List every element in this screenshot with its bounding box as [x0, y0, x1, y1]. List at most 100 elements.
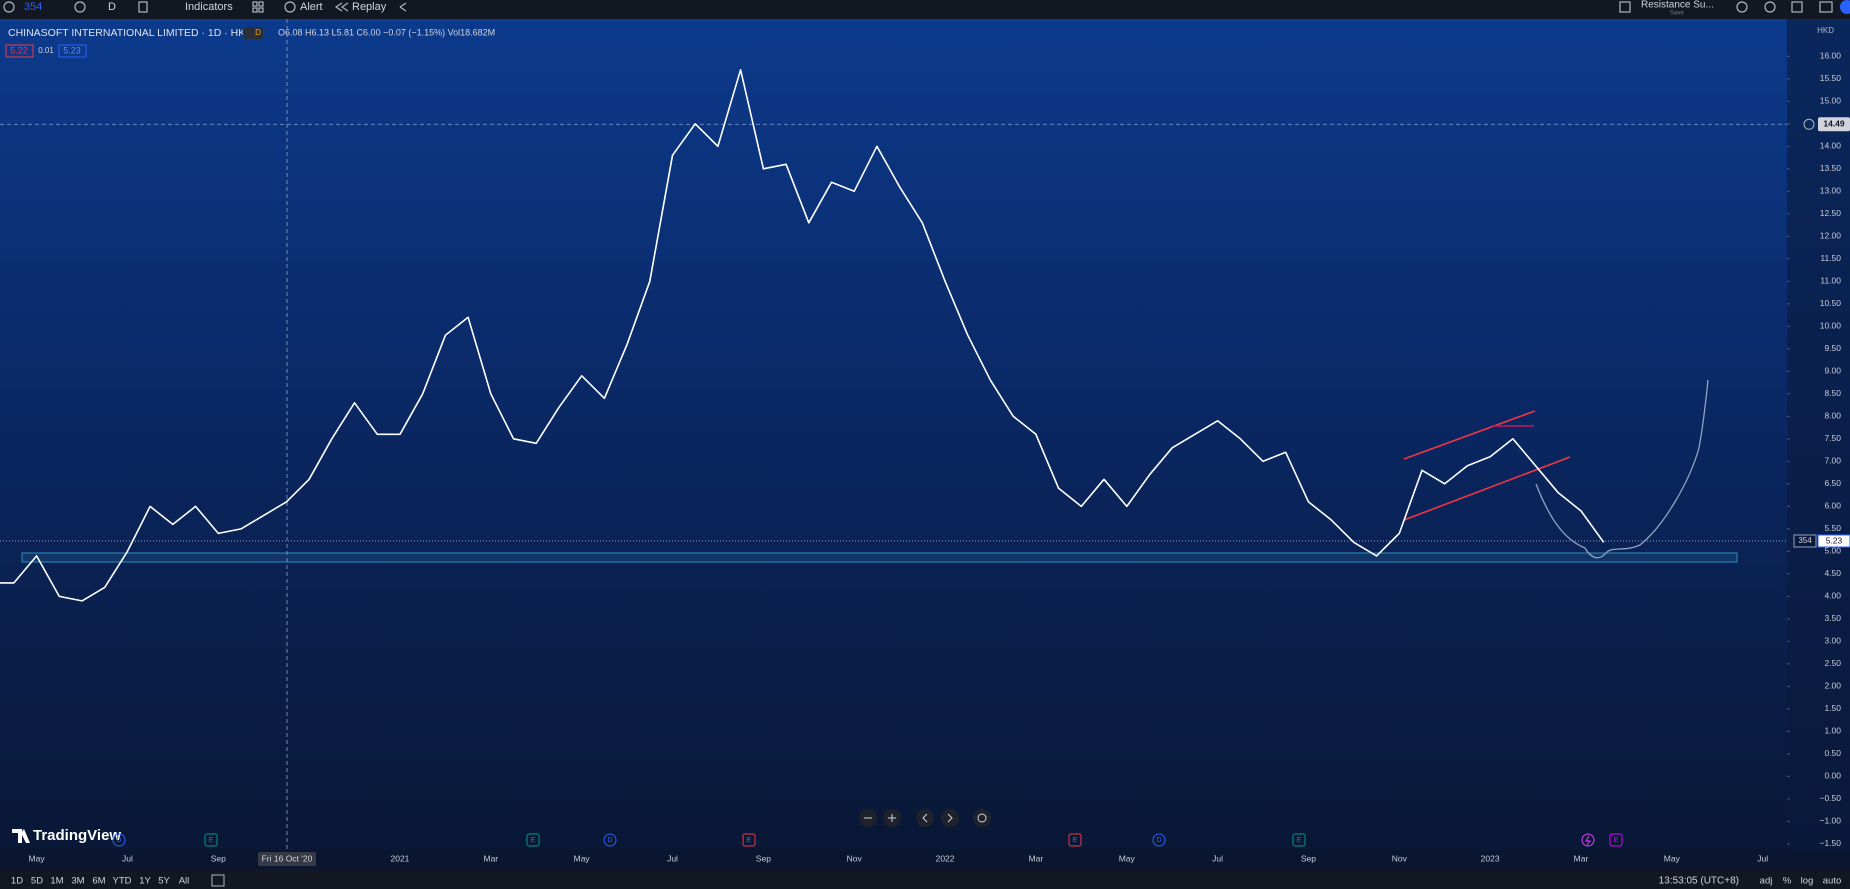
y-tick-label: 14.00 [1820, 141, 1842, 151]
badge: D [255, 28, 261, 37]
time-axis [0, 850, 1850, 869]
range-button[interactable]: 6M [92, 876, 105, 887]
reset[interactable] [973, 809, 991, 827]
interval[interactable]: D [108, 1, 116, 13]
event-marker[interactable] [204, 833, 218, 847]
event-label: E [209, 837, 214, 844]
scale-option[interactable]: adj [1760, 876, 1773, 887]
event-label: D [1156, 837, 1161, 844]
volume-box [1793, 534, 1817, 548]
layout-status: Save [1670, 11, 1684, 17]
price-line [0, 69, 1605, 602]
event-label: E [1614, 837, 1619, 844]
event-marker[interactable] [1292, 833, 1306, 847]
split-marker [1581, 833, 1595, 847]
range-button[interactable]: 3M [71, 876, 84, 887]
clock: 13:53:05 (UTC+8) [1659, 876, 1739, 887]
crosshair-plus [1803, 118, 1815, 130]
x-tick-label: Sep [211, 853, 226, 863]
x-tick-label: Jul [122, 853, 133, 863]
projection-path[interactable] [1535, 379, 1709, 559]
y-tick-label: 10.00 [1820, 321, 1842, 331]
range-button[interactable]: All [179, 876, 190, 887]
chart-type[interactable] [138, 1, 148, 13]
symbol-count[interactable]: 354 [24, 1, 42, 13]
undo[interactable] [399, 2, 407, 12]
event-marker[interactable] [526, 833, 540, 847]
event-label: E [1297, 837, 1302, 844]
support-zone[interactable] [21, 552, 1738, 563]
event-marker[interactable] [1152, 833, 1166, 847]
x-tick-label: 2023 [1481, 853, 1500, 863]
event-label: E [531, 837, 536, 844]
x-tick-label: 2022 [936, 853, 955, 863]
y-tick-label: −0.50 [1819, 793, 1841, 803]
x-tick-label: Sep [756, 853, 771, 863]
search[interactable] [1736, 1, 1748, 13]
y-tick-label: 9.50 [1824, 343, 1841, 353]
range-button[interactable]: 1Y [139, 876, 151, 887]
date-range-icon[interactable] [211, 874, 225, 887]
range-button[interactable]: 5D [31, 876, 43, 887]
range-button[interactable]: 1M [50, 876, 63, 887]
x-tick-label: Jul [1212, 853, 1223, 863]
range-button[interactable]: YTD [113, 876, 132, 887]
scroll-right[interactable] [941, 809, 959, 827]
event-label: D [607, 837, 612, 844]
settings[interactable] [1764, 1, 1776, 13]
event-marker[interactable] [603, 833, 617, 847]
indicators[interactable]: Indicators [185, 1, 233, 13]
ohlc: O6.08 H6.13 L5.81 C6.00 −0.07 (−1.15%) V… [278, 27, 495, 37]
ask-box[interactable] [58, 44, 87, 58]
y-tick-label: 2.00 [1824, 681, 1841, 691]
replay[interactable]: Replay [352, 1, 387, 13]
event-marker[interactable] [112, 833, 126, 847]
range-button[interactable]: 1D [11, 876, 23, 887]
y-tick-label: −1.50 [1819, 838, 1841, 848]
y-tick-label: 7.50 [1824, 433, 1841, 443]
scale-option[interactable]: % [1783, 876, 1792, 887]
range-button[interactable]: 5Y [158, 876, 170, 887]
event-marker[interactable] [742, 833, 756, 847]
scroll-left-icon [922, 813, 928, 823]
templates[interactable] [252, 1, 258, 7]
y-tick-label: 13.50 [1820, 163, 1842, 173]
snapshot[interactable] [1819, 1, 1833, 13]
event-marker[interactable] [1068, 833, 1082, 847]
top-toolbar [0, 0, 1850, 19]
event-marker[interactable] [1609, 833, 1623, 847]
bid: 5.22 [10, 45, 28, 55]
profile-button[interactable] [1840, 0, 1850, 14]
currency: HKD [1817, 26, 1834, 35]
fullscreen[interactable] [1791, 1, 1803, 13]
scale-option[interactable]: log [1801, 876, 1814, 887]
x-tick-label: May [1119, 853, 1136, 863]
scroll-left[interactable] [916, 809, 934, 827]
symbol-icon[interactable] [3, 1, 15, 13]
x-tick-label: May [29, 853, 46, 863]
event-label: E [1073, 837, 1078, 844]
plot-area [0, 19, 1787, 850]
y-tick-label: 16.00 [1820, 51, 1842, 61]
templates-c [252, 7, 258, 13]
event-label: D [116, 837, 121, 844]
channel-lower[interactable] [1403, 456, 1571, 521]
crosshair-price-box [1818, 117, 1850, 132]
channel-upper[interactable] [1403, 410, 1536, 460]
x-tick-label: Mar [483, 853, 498, 863]
y-tick-label: 5.50 [1824, 523, 1841, 533]
alert[interactable]: Alert [300, 1, 323, 13]
replay-icon[interactable] [334, 2, 349, 12]
layout-name[interactable]: Resistance Su... [1641, 0, 1714, 11]
y-tick-label: 1.50 [1824, 703, 1841, 713]
scale-option[interactable]: auto [1823, 876, 1842, 887]
nav-buttons [859, 809, 991, 827]
bid-box[interactable] [5, 44, 34, 58]
zoom-in-icon [888, 814, 896, 822]
x-tick-label: Mar [1029, 853, 1044, 863]
branding[interactable]: TradingView [33, 827, 121, 844]
layout-checkbox[interactable] [1619, 1, 1631, 13]
add-symbol[interactable] [74, 1, 86, 13]
alert-icon[interactable] [284, 1, 296, 13]
symbol-title: CHINASOFT INTERNATIONAL LIMITED · 1D · H… [8, 27, 259, 39]
